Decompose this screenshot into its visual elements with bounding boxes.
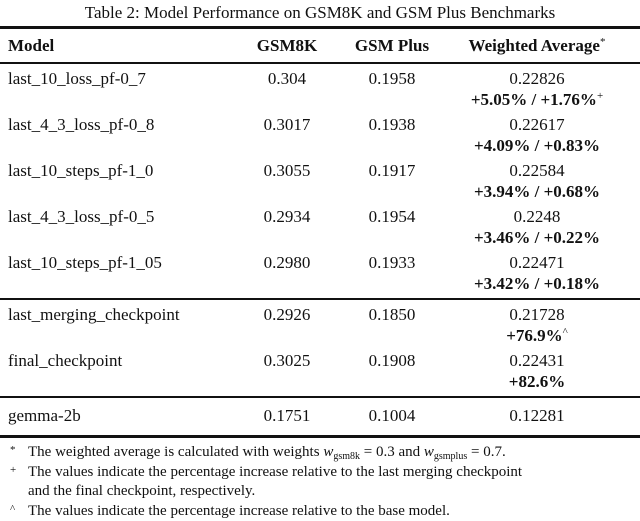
weighted-average-value: 0.22471 — [509, 253, 565, 272]
weighted-average-cell: 0.22584 +3.94% / +0.68% — [442, 160, 632, 202]
gsm8k-value: 0.3055 — [263, 161, 311, 180]
plus-marker: + — [10, 463, 17, 476]
weighted-average-cell: 0.22471 +3.42% / +0.18% — [442, 252, 632, 294]
table-caption: Table 2: Model Performance on GSM8K and … — [84, 3, 556, 22]
caret-marker: ^ — [10, 502, 16, 515]
model-name: last_10_loss_pf-0_7 — [8, 69, 146, 88]
footnote-text: The weighted average is calculated with … — [28, 444, 324, 460]
math-sub-gsmplus: gsmplus — [433, 451, 468, 462]
gsm-plus-value: 0.1933 — [368, 253, 416, 272]
weighted-average-value: 0.21728 — [509, 305, 565, 324]
delta-text: +3.42% / +0.18% — [473, 274, 601, 293]
table-row: last_10_steps_pf-1_0 0.3055 0.1917 0.225… — [0, 160, 640, 206]
header-model: Model — [8, 36, 55, 55]
top-rule — [0, 26, 640, 29]
weighted-average-value: 0.22826 — [509, 69, 565, 88]
weighted-average-value: 0.2248 — [513, 207, 561, 226]
delta-line: +76.9%^ — [442, 325, 632, 346]
delta-line: +3.94% / +0.68% — [442, 181, 632, 202]
table-header-row: Model GSM8K GSM Plus Weighted Average* — [0, 29, 640, 62]
table-row: gemma-2b 0.1751 0.1004 0.12281 — [0, 405, 640, 426]
header-rule — [0, 62, 640, 64]
star-marker: * — [599, 36, 606, 48]
model-name: last_4_3_loss_pf-0_8 — [8, 115, 155, 134]
section-rule — [0, 298, 640, 300]
header-gsm-plus: GSM Plus — [354, 36, 430, 55]
delta-text: +4.09% / +0.83% — [473, 136, 601, 155]
gsm8k-value: 0.3025 — [263, 351, 311, 370]
gsm-plus-value: 0.1954 — [368, 207, 416, 226]
gsm8k-value: 0.304 — [267, 69, 307, 88]
gsm8k-value: 0.2934 — [263, 207, 311, 226]
delta-text: +82.6% — [508, 372, 566, 391]
model-name: last_10_steps_pf-1_0 — [8, 161, 154, 180]
footnote-text-continuation: and the final checkpoint, respectively. — [28, 483, 256, 499]
gsm8k-value: 0.1751 — [263, 406, 311, 425]
footnote-percentage-increase: + The values indicate the percentage incr… — [8, 463, 632, 502]
gsm-plus-value: 0.1850 — [368, 305, 416, 324]
delta-text: +3.46% / +0.22% — [473, 228, 601, 247]
delta-text: +5.05% / +1.76% — [470, 90, 597, 109]
gsm-plus-value: 0.1917 — [368, 161, 416, 180]
weighted-average-cell: 0.2248 +3.46% / +0.22% — [442, 206, 632, 248]
merged-models-section: last_10_loss_pf-0_7 0.304 0.1958 0.22826… — [0, 64, 640, 298]
gsm8k-value: 0.2926 — [263, 305, 311, 324]
model-name: last_4_3_loss_pf-0_5 — [8, 207, 155, 226]
model-name: gemma-2b — [8, 406, 81, 425]
header-weighted-average-label: Weighted Average — [468, 36, 600, 55]
gsm8k-value: 0.2980 — [263, 253, 311, 272]
star-marker: * — [10, 444, 16, 456]
delta-line: +4.09% / +0.83% — [442, 135, 632, 156]
section-rule — [0, 396, 640, 398]
delta-line: +82.6% — [442, 371, 632, 392]
plus-marker: + — [596, 90, 604, 102]
header-gsm8k: GSM8K — [256, 36, 318, 55]
base-model-section: gemma-2b 0.1751 0.1004 0.12281 — [0, 398, 640, 435]
weighted-average-value: 0.22584 — [509, 161, 565, 180]
footnote-text: = 0.7. — [467, 444, 506, 460]
footnote-weighted-average: * The weighted average is calculated with… — [8, 443, 632, 463]
math-var-w: w — [323, 444, 334, 460]
delta-text: +76.9% — [506, 326, 563, 345]
table-row: last_4_3_loss_pf-0_8 0.3017 0.1938 0.226… — [0, 114, 640, 160]
footnote-text: The values indicate the percentage incre… — [28, 463, 523, 480]
footnotes: * The weighted average is calculated with… — [0, 438, 640, 521]
table-row: last_10_loss_pf-0_7 0.304 0.1958 0.22826… — [0, 68, 640, 114]
table-row: final_checkpoint 0.3025 0.1908 0.22431 +… — [0, 350, 640, 396]
bottom-rule — [0, 435, 640, 438]
model-name: last_10_steps_pf-1_05 — [8, 253, 162, 272]
delta-line: +5.05% / +1.76%+ — [442, 89, 632, 110]
footnote-text: The values indicate the percentage incre… — [28, 502, 450, 519]
table-row: last_merging_checkpoint 0.2926 0.1850 0.… — [0, 304, 640, 350]
delta-text: +3.94% / +0.68% — [473, 182, 601, 201]
weighted-average-value: 0.22431 — [509, 351, 565, 370]
delta-line: +3.42% / +0.18% — [442, 273, 632, 294]
model-name: final_checkpoint — [8, 351, 123, 370]
table-row: last_10_steps_pf-1_05 0.2980 0.1933 0.22… — [0, 252, 640, 298]
gsm-plus-value: 0.1004 — [368, 406, 416, 425]
table-row: last_4_3_loss_pf-0_5 0.2934 0.1954 0.224… — [0, 206, 640, 252]
weighted-average-value: 0.22617 — [509, 115, 565, 134]
delta-line: +3.46% / +0.22% — [442, 227, 632, 248]
math-sub-gsm8k: gsm8k — [333, 451, 360, 462]
footnote-text: = 0.3 and — [360, 444, 424, 460]
math-var-w: w — [423, 444, 434, 460]
header-weighted-average: Weighted Average* — [442, 35, 632, 56]
weighted-average-value: 0.12281 — [509, 406, 565, 425]
gsm-plus-value: 0.1938 — [368, 115, 416, 134]
weighted-average-cell: 0.22826 +5.05% / +1.76%+ — [442, 68, 632, 110]
checkpoint-section: last_merging_checkpoint 0.2926 0.1850 0.… — [0, 300, 640, 396]
gsm-plus-value: 0.1908 — [368, 351, 416, 370]
caret-marker: ^ — [562, 326, 568, 338]
weighted-average-cell: 0.21728 +76.9%^ — [442, 304, 632, 346]
gsm8k-value: 0.3017 — [263, 115, 311, 134]
gsm-plus-value: 0.1958 — [368, 69, 416, 88]
weighted-average-cell: 0.22617 +4.09% / +0.83% — [442, 114, 632, 156]
footnote-base-model: ^ The values indicate the percentage incr… — [8, 502, 632, 521]
model-name: last_merging_checkpoint — [8, 305, 180, 324]
weighted-average-cell: 0.22431 +82.6% — [442, 350, 632, 392]
